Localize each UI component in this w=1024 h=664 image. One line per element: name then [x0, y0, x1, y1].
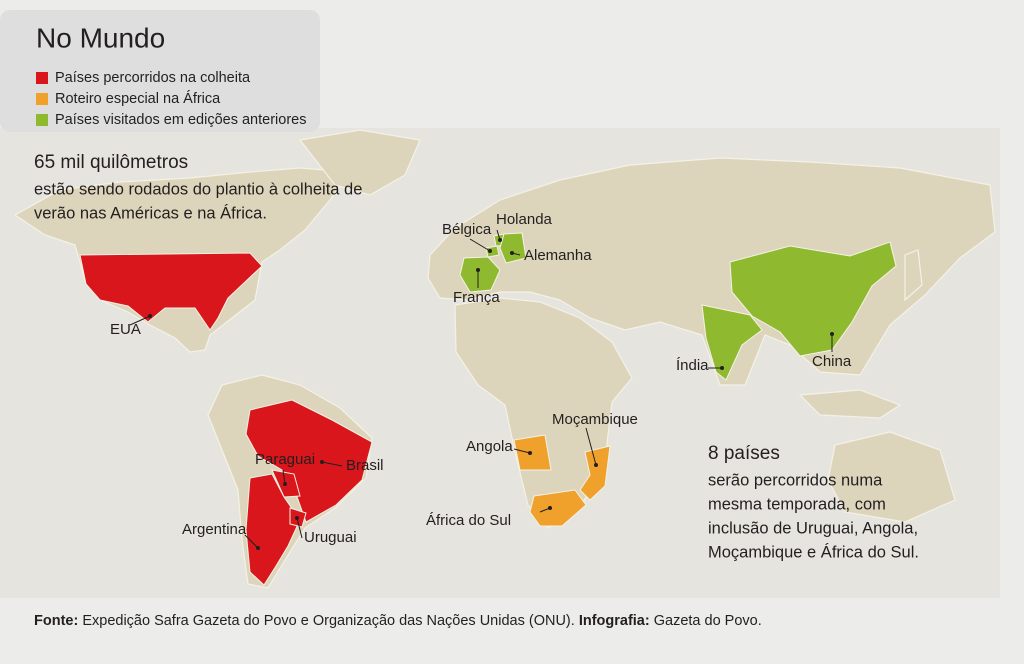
leader-dot — [498, 238, 502, 242]
country-brazil — [245, 399, 373, 523]
highlight-text: Moçambique e África do Sul. — [708, 542, 919, 561]
country-belgium — [485, 245, 500, 258]
highlight: 8 países serão percorridos numa mesma te… — [708, 443, 919, 561]
australia — [827, 431, 956, 523]
highlight: 65 mil quilômetros estão sendo rodados d… — [34, 152, 362, 222]
panel-background — [0, 10, 320, 132]
leader-dot — [548, 506, 552, 510]
country-label: Argentina — [182, 521, 247, 538]
country-label: Brasil — [346, 457, 384, 474]
legend-label: Roteiro especial na África — [55, 90, 221, 107]
credit: Gazeta do Povo. — [654, 613, 762, 629]
highlight-text: mesma temporada, com — [708, 495, 886, 513]
source: Expedição Safra Gazeta do Povo e Organiz… — [82, 613, 574, 629]
highlight-text: serão percorridos numa — [708, 471, 883, 489]
leader-dot — [283, 482, 287, 486]
leaders — [129, 229, 834, 550]
leader-dot — [528, 451, 532, 455]
country-mozambique — [579, 445, 611, 501]
highlight-text: inclusão de Uruguai, Angola, — [708, 519, 918, 537]
leader-dot — [510, 251, 514, 255]
country-label: Angola — [466, 438, 513, 455]
leader — [585, 427, 597, 466]
highlight-heading: 65 mil quilômetros — [34, 152, 188, 173]
leader-dot — [488, 249, 492, 253]
legend-label: Países visitados em edições anteriores — [55, 112, 306, 128]
highlight-heading: 8 países — [708, 443, 780, 464]
country-labels: EUA Brasil Paraguai Argentina Uruguai An… — [110, 211, 852, 546]
legend-swatch — [36, 93, 48, 105]
country-label: Paraguai — [255, 451, 315, 468]
country-label: Bélgica — [442, 221, 492, 238]
country-label: Holanda — [496, 211, 553, 228]
country-label: EUA — [110, 321, 141, 338]
leader-dot — [295, 516, 299, 520]
country-france — [459, 256, 501, 293]
country-label: China — [812, 353, 852, 370]
country-south-africa — [529, 489, 587, 527]
legend-swatch — [36, 72, 48, 84]
leader — [321, 461, 343, 467]
country-label: Alemanha — [524, 247, 592, 264]
country-china — [729, 241, 897, 357]
source-label: Fonte: — [34, 613, 78, 629]
highlight-text: verão nas Américas e na África. — [34, 203, 267, 222]
japan — [904, 249, 923, 302]
legend-label: Países percorridos na colheita — [55, 70, 251, 86]
country-argentina — [245, 473, 301, 586]
legend-panel: No Mundo Países percorridos na colheita R… — [0, 10, 320, 132]
base-map — [0, 128, 1000, 598]
title: No Mundo — [36, 22, 165, 53]
leader-dot — [148, 314, 152, 318]
leader — [296, 517, 303, 539]
indonesia — [798, 389, 902, 419]
leader — [282, 469, 286, 485]
leader — [129, 315, 151, 326]
credit-label: Infografia: — [579, 613, 650, 629]
leader-dot — [720, 366, 724, 370]
country-angola — [513, 434, 552, 471]
greenland — [298, 129, 421, 196]
country-label: Uruguai — [304, 529, 357, 546]
country-india — [701, 304, 763, 381]
legend-swatch — [36, 114, 48, 126]
leader-dot — [476, 268, 480, 272]
leader-dot — [830, 332, 834, 336]
leader-dot — [256, 546, 260, 550]
country-usa — [79, 252, 263, 331]
footer: Fonte: Expedição Safra Gazeta do Povo e … — [34, 613, 762, 629]
country-label: França — [453, 289, 500, 306]
highlight-text: estão sendo rodados do plantio à colheit… — [34, 180, 362, 198]
leader — [469, 238, 491, 252]
leader — [244, 534, 259, 549]
country-label: Moçambique — [552, 411, 638, 428]
legend: Países percorridos na colheita Roteiro es… — [36, 70, 306, 128]
eurasia — [427, 157, 996, 386]
leader-dot — [594, 463, 598, 467]
country-label: África do Sul — [426, 512, 511, 529]
countries — [79, 232, 897, 586]
leader-dot — [320, 460, 324, 464]
leader — [513, 448, 531, 454]
country-label: Índia — [676, 357, 709, 374]
country-germany — [499, 232, 527, 264]
